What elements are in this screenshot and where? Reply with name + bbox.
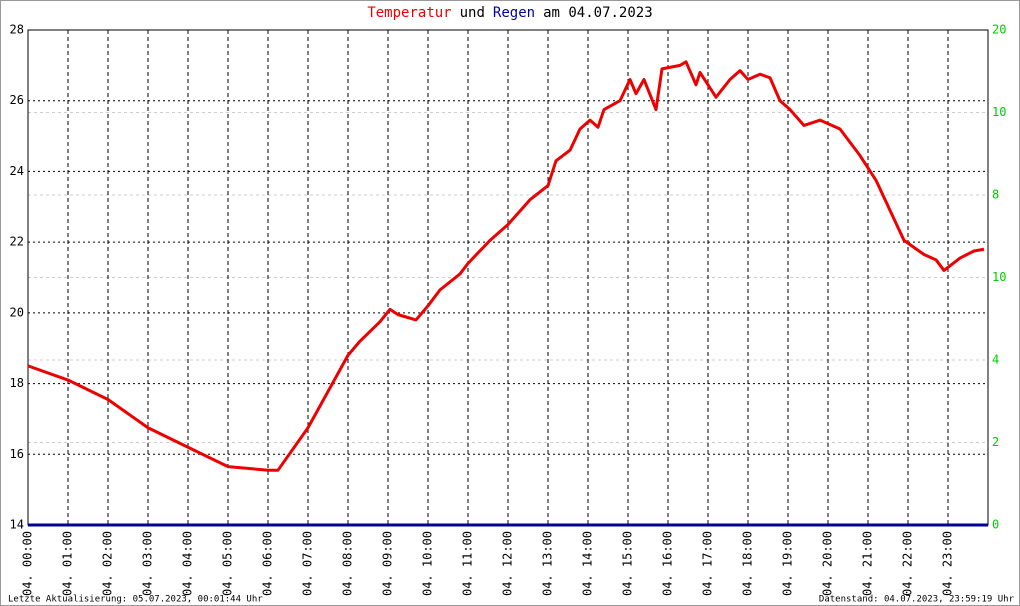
x-tick-label: 04. 08:00 [341,531,355,596]
x-tick-label: 04. 23:00 [941,531,955,596]
y2-tick-label: 8 [992,188,999,202]
series-line [27,60,985,472]
x-tick-label: 04. 02:00 [101,531,115,596]
x-tick-label: 04. 14:00 [581,531,595,596]
y2-tick-label: 10 [992,105,1006,119]
x-tick-label: 04. 09:00 [381,531,395,596]
y-tick-label: 28 [10,23,24,37]
y-tick-label: 22 [10,235,24,249]
x-tick-label: 04. 01:00 [61,531,75,596]
title-part: Regen [493,5,535,21]
x-tick-label: 04. 12:00 [501,531,515,596]
x-tick-label: 04. 16:00 [661,531,675,596]
y-tick-label: 24 [10,164,24,178]
x-tick-label: 04. 15:00 [621,531,635,596]
x-tick-label: 04. 18:00 [741,531,755,596]
title-part: Temperatur [367,5,451,21]
y-tick-label: 18 [10,376,24,390]
x-tick-label: 04. 21:00 [861,531,875,596]
y2-tick-label: 2 [992,435,999,449]
footer-left: Letzte Aktualisierung: 05.07.2023, 00:01… [8,595,263,605]
y-tick-label: 26 [10,93,24,107]
chart-title: Temperatur und Regen am 04.07.2023 [367,5,652,21]
x-tick-label: 04. 00:00 [21,531,35,596]
y-tick-label: 14 [10,518,24,532]
x-tick-label: 04. 05:00 [221,531,235,596]
y2-tick-label: 0 [992,518,999,532]
x-tick-label: 04. 06:00 [261,531,275,596]
title-part: und [460,5,485,21]
y2-tick-label: 10 [992,270,1006,284]
x-tick-label: 04. 22:00 [901,531,915,596]
x-tick-label: 04. 20:00 [821,531,835,596]
x-tick-label: 04. 10:00 [421,531,435,596]
x-tick-label: 04. 19:00 [781,531,795,596]
y2-tick-label: 20 [992,23,1006,37]
footer-right: Datenstand: 04.07.2023, 23:59:19 Uhr [819,595,1015,605]
x-tick-label: 04. 17:00 [701,531,715,596]
y-tick-label: 20 [10,305,24,319]
x-tick-label: 04. 03:00 [141,531,155,596]
title-part: am 04.07.2023 [543,5,653,21]
y-tick-label: 16 [10,447,24,461]
x-tick-label: 04. 07:00 [301,531,315,596]
y2-tick-label: 4 [992,353,999,367]
x-tick-label: 04. 04:00 [181,531,195,596]
x-tick-label: 04. 11:00 [461,531,475,596]
x-tick-label: 04. 13:00 [541,531,555,596]
